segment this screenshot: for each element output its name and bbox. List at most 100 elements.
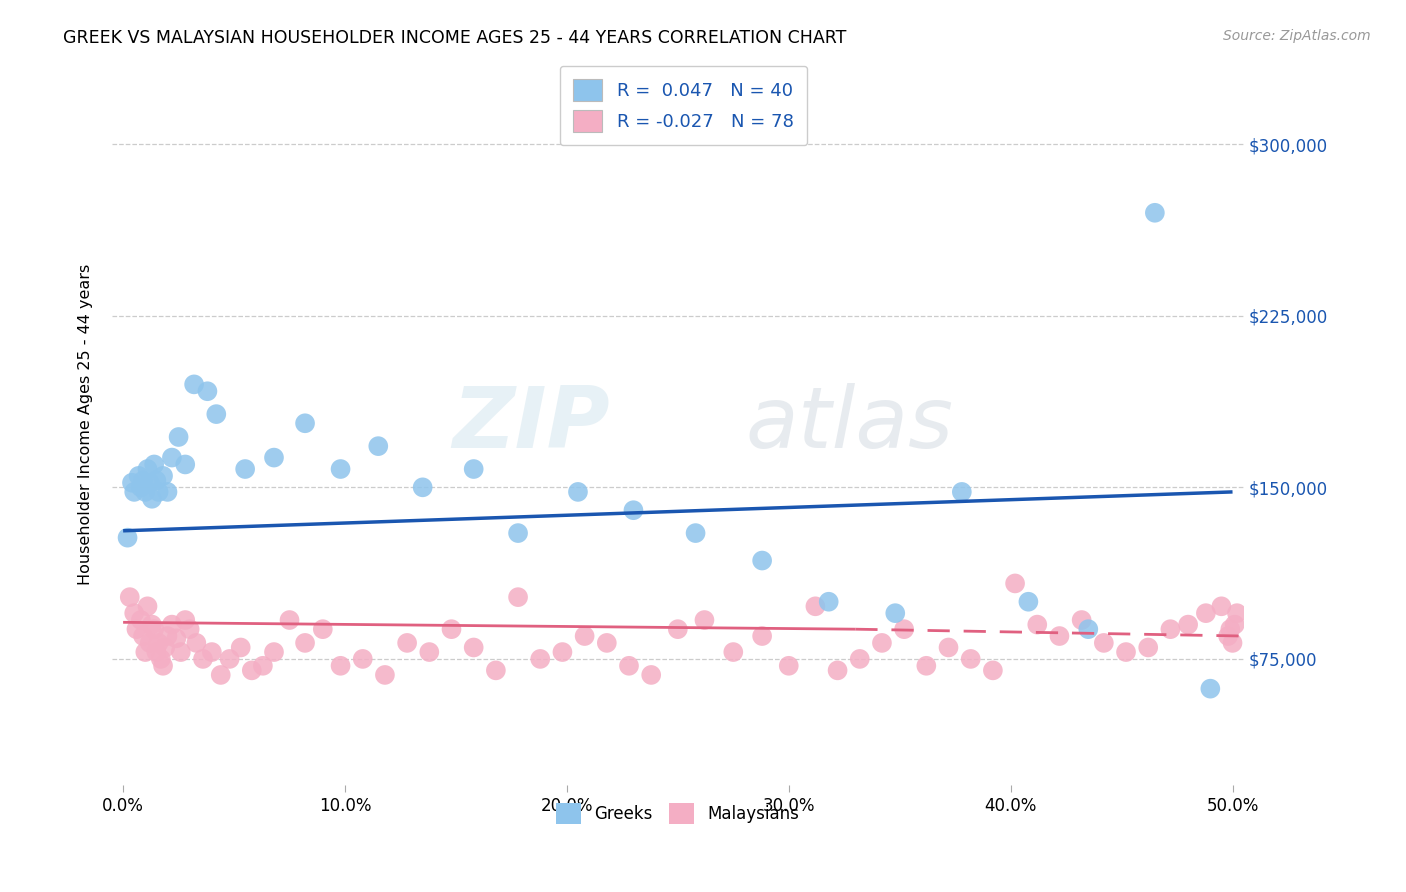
Point — [567, 484, 589, 499]
Point — [156, 629, 179, 643]
Point — [778, 658, 800, 673]
Point — [122, 484, 145, 499]
Point — [141, 491, 163, 506]
Point — [205, 407, 228, 421]
Point — [396, 636, 419, 650]
Point — [134, 645, 156, 659]
Point — [167, 430, 190, 444]
Point — [174, 613, 197, 627]
Point — [152, 658, 174, 673]
Y-axis label: Householder Income Ages 25 - 44 years: Householder Income Ages 25 - 44 years — [79, 264, 93, 585]
Point — [128, 469, 150, 483]
Point — [1219, 622, 1241, 636]
Point — [122, 606, 145, 620]
Point — [1226, 606, 1249, 620]
Point — [751, 553, 773, 567]
Point — [118, 590, 141, 604]
Point — [141, 617, 163, 632]
Point — [1017, 595, 1039, 609]
Point — [751, 629, 773, 643]
Point — [1026, 617, 1049, 632]
Point — [186, 636, 208, 650]
Point — [240, 664, 263, 678]
Point — [197, 384, 219, 399]
Point — [623, 503, 645, 517]
Point — [121, 475, 143, 490]
Point — [132, 629, 155, 643]
Point — [145, 474, 167, 488]
Point — [263, 645, 285, 659]
Point — [574, 629, 596, 643]
Point — [827, 664, 849, 678]
Point — [329, 462, 352, 476]
Point — [136, 599, 159, 614]
Point — [884, 606, 907, 620]
Point — [893, 622, 915, 636]
Point — [278, 613, 301, 627]
Point — [1222, 636, 1244, 650]
Point — [1195, 606, 1218, 620]
Point — [1159, 622, 1181, 636]
Point — [165, 632, 187, 646]
Text: Source: ZipAtlas.com: Source: ZipAtlas.com — [1223, 29, 1371, 43]
Point — [312, 622, 335, 636]
Point — [367, 439, 389, 453]
Point — [959, 652, 981, 666]
Point — [143, 458, 166, 472]
Point — [117, 531, 139, 545]
Point — [848, 652, 870, 666]
Point — [1115, 645, 1137, 659]
Point — [374, 668, 396, 682]
Point — [463, 640, 485, 655]
Legend: Greeks, Malaysians: Greeks, Malaysians — [550, 797, 806, 830]
Point — [1092, 636, 1115, 650]
Point — [134, 484, 156, 499]
Point — [1223, 617, 1246, 632]
Point — [529, 652, 551, 666]
Point — [263, 450, 285, 465]
Point — [160, 450, 183, 465]
Point — [950, 484, 973, 499]
Point — [352, 652, 374, 666]
Point — [551, 645, 574, 659]
Point — [179, 622, 201, 636]
Point — [152, 469, 174, 483]
Point — [129, 613, 152, 627]
Point — [617, 658, 640, 673]
Point — [1004, 576, 1026, 591]
Point — [938, 640, 960, 655]
Point — [666, 622, 689, 636]
Point — [1216, 629, 1239, 643]
Point — [870, 636, 893, 650]
Point — [981, 664, 1004, 678]
Point — [1077, 622, 1099, 636]
Point — [129, 480, 152, 494]
Point — [1137, 640, 1160, 655]
Point — [132, 474, 155, 488]
Point — [233, 462, 256, 476]
Point — [218, 652, 240, 666]
Point — [191, 652, 214, 666]
Point — [183, 377, 205, 392]
Point — [1070, 613, 1092, 627]
Point — [1143, 206, 1166, 220]
Point — [174, 458, 197, 472]
Point — [294, 636, 316, 650]
Point — [1177, 617, 1199, 632]
Point — [149, 652, 172, 666]
Point — [139, 475, 162, 490]
Point — [143, 622, 166, 636]
Point — [229, 640, 252, 655]
Point — [148, 484, 170, 499]
Point — [506, 526, 529, 541]
Point — [693, 613, 716, 627]
Point — [170, 645, 193, 659]
Point — [640, 668, 662, 682]
Text: ZIP: ZIP — [453, 383, 610, 466]
Point — [155, 640, 177, 655]
Point — [723, 645, 745, 659]
Point — [125, 622, 148, 636]
Point — [463, 462, 485, 476]
Point — [160, 617, 183, 632]
Point — [804, 599, 827, 614]
